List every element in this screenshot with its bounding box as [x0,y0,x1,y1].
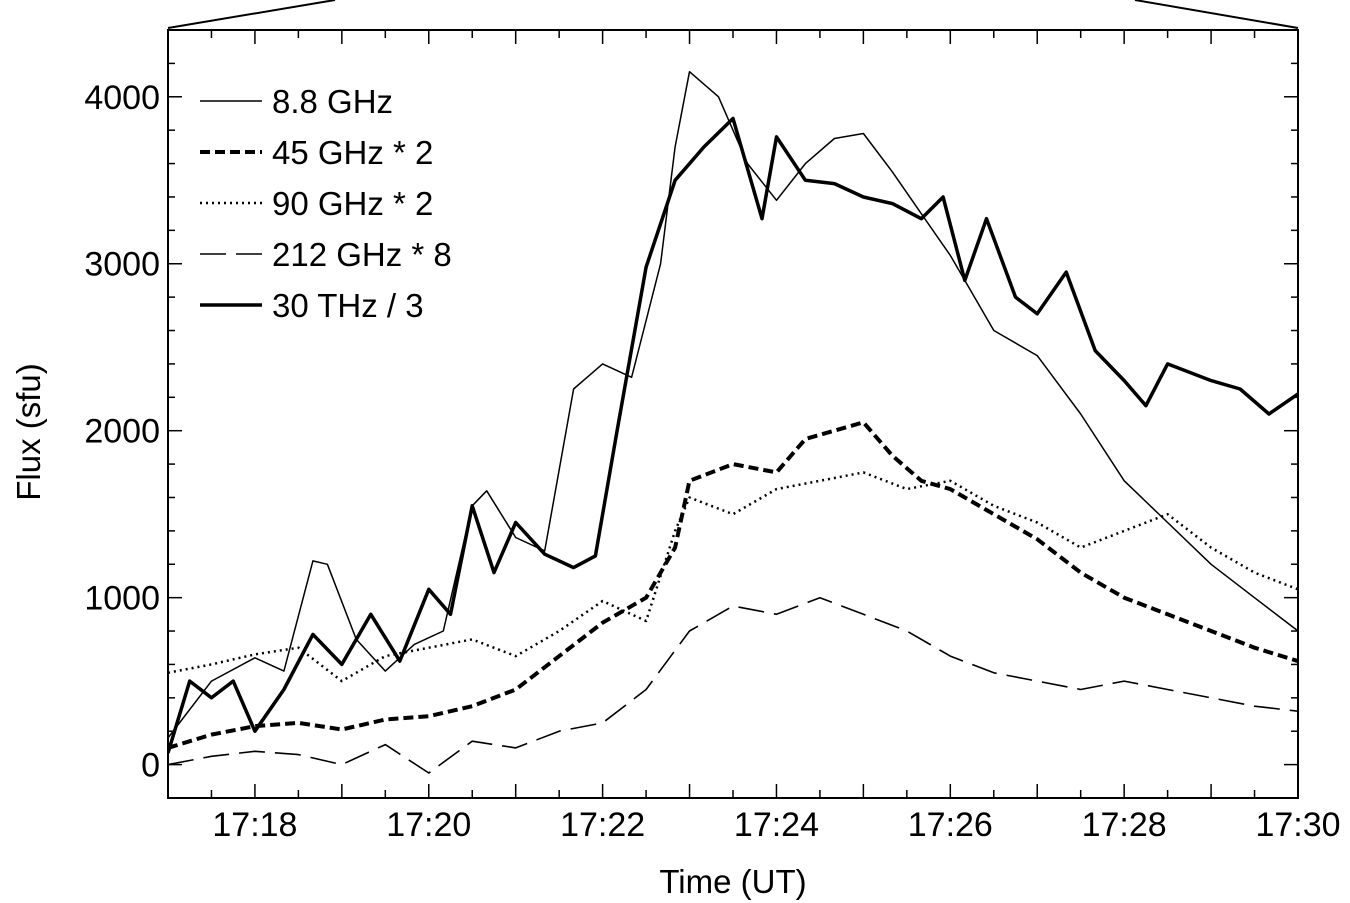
y-tick-label: 0 [141,747,160,785]
y-tick-label: 4000 [84,79,160,117]
y-tick-label: 2000 [84,413,160,451]
y-axis-label: Flux (sfu) [10,363,47,501]
axis-labels-group: Time (UT) Flux (sfu) [10,363,807,900]
x-tick-label: 17:18 [212,806,297,844]
series-line-3 [168,471,1298,683]
x-tick-label: 17:20 [386,806,471,844]
x-axis-label: Time (UT) [659,863,806,900]
series-line-1 [168,70,1298,739]
x-tick-label: 17:24 [734,806,819,844]
x-tick-label: 17:28 [1082,806,1167,844]
y-tick-label: 3000 [84,246,160,284]
legend-label: 90 GHz * 2 [272,185,433,222]
legend-label: 30 THz / 3 [272,287,424,324]
legend: 8.8 GHz 45 GHz * 2 90 GHz * 2 212 GHz * 8 30… [200,83,452,324]
series-group [168,70,1298,774]
axis-ticks-group: 17:18 17:20 17:22 17:24 17:26 17:28 17:30 0 1000… [84,29,1341,844]
series-line-4 [168,596,1298,774]
x-tick-label: 17:26 [908,806,993,844]
x-tick-label: 17:30 [1255,806,1340,844]
series-line-5 [168,116,1298,754]
legend-label: 212 GHz * 8 [272,236,452,273]
series-line-2 [168,420,1298,750]
legend-label: 8.8 GHz [272,83,393,120]
legend-label: 45 GHz * 2 [272,134,433,171]
y-tick-label: 1000 [84,580,160,618]
x-tick-label: 17:22 [560,806,645,844]
zoom-connector-right [1134,0,1299,29]
zoom-connector-left [167,0,336,29]
